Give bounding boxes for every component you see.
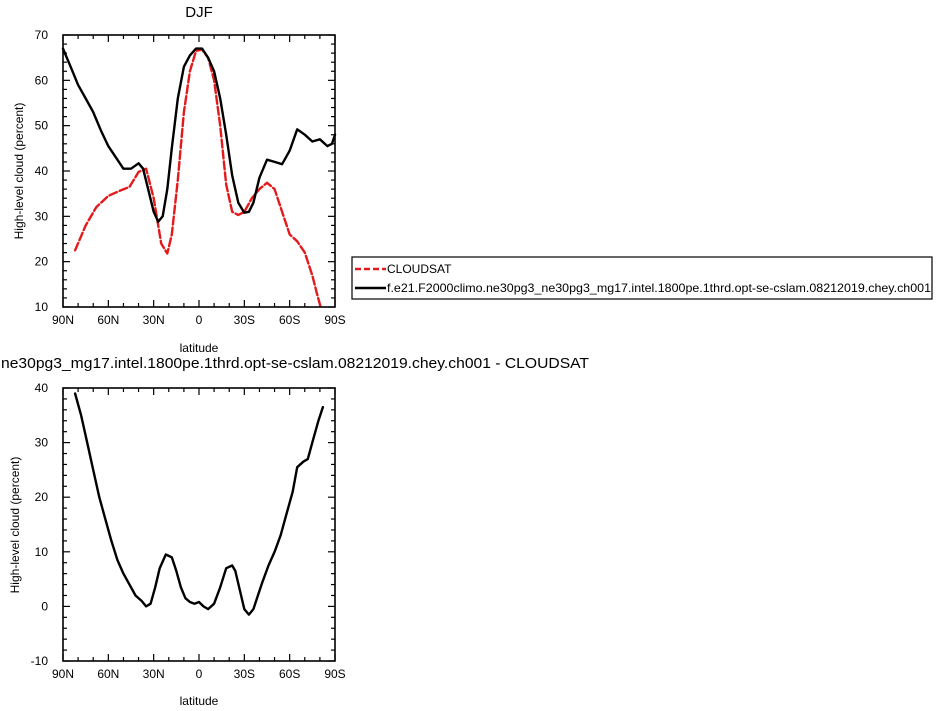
bottom-axis-ticks: 90N 60N 30N 0 30S 60S 90S -10 0 10 20 30 40 [31, 381, 346, 681]
top-plot-frame [62, 34, 336, 308]
top-series-lines [61, 47, 337, 309]
top-axis-ticks: 90N 60N 30N 0 30S 60S 90S 10 20 30 40 50 60 70 [35, 28, 346, 327]
top-panel: DJF High-level cloud (percent) latitude … [12, 4, 346, 355]
bottom-series-line-0 [73, 392, 325, 616]
top-x-tick-label: 90S [324, 313, 345, 327]
bottom-y-tick-label: 30 [35, 436, 49, 450]
legend-box [351, 256, 933, 300]
top-x-tick-label: 30N [143, 313, 165, 327]
bottom-y-tick-label: -10 [31, 654, 49, 668]
bottom-panel: ne30pg3_mg17.intel.1800pe.1thrd.opt-se-c… [1, 355, 589, 708]
bottom-x-tick-label: 30S [234, 667, 255, 681]
top-x-tick-label: 60S [279, 313, 300, 327]
top-series-line-0 [73, 48, 322, 309]
bottom-x-axis-label: latitude [180, 694, 219, 708]
top-y-tick-label: 40 [35, 164, 49, 178]
top-chart-title: DJF [185, 4, 213, 21]
top-y-tick-label: 10 [35, 300, 49, 314]
top-y-tick-label: 30 [35, 209, 49, 223]
top-y-tick-label: 20 [35, 255, 49, 269]
top-x-tick-label: 60N [97, 313, 119, 327]
legend-label-cloudsat: CLOUDSAT [387, 262, 452, 276]
bottom-y-tick-label: 40 [35, 381, 49, 395]
bottom-y-tick-label: 0 [41, 599, 48, 613]
top-x-tick-label: 30S [234, 313, 255, 327]
top-y-tick-label: 70 [35, 28, 49, 42]
legend-label-model: f.e21.F2000climo.ne30pg3_ne30pg3_mg17.in… [387, 281, 931, 295]
bottom-x-tick-label: 90S [324, 667, 345, 681]
top-series-line-1 [61, 47, 337, 223]
bottom-x-tick-label: 30N [143, 667, 165, 681]
bottom-y-axis-label: High-level cloud (percent) [8, 457, 22, 594]
top-x-tick-label: 0 [196, 313, 203, 327]
top-y-tick-label: 60 [35, 73, 49, 87]
bottom-plot-frame [62, 387, 336, 662]
bottom-chart-title: ne30pg3_mg17.intel.1800pe.1thrd.opt-se-c… [1, 355, 589, 372]
top-y-axis-label: High-level cloud (percent) [12, 103, 26, 240]
bottom-y-tick-label: 10 [35, 545, 49, 559]
bottom-x-tick-label: 60S [279, 667, 300, 681]
bottom-x-tick-label: 0 [196, 667, 203, 681]
top-y-tick-label: 50 [35, 119, 49, 133]
bottom-y-tick-label: 20 [35, 490, 49, 504]
top-x-axis-label: latitude [180, 341, 219, 355]
bottom-x-tick-label: 60N [97, 667, 119, 681]
top-x-tick-label: 90N [52, 313, 74, 327]
bottom-x-tick-label: 90N [52, 667, 74, 681]
legend: CLOUDSAT f.e21.F2000climo.ne30pg3_ne30pg… [351, 256, 933, 300]
bottom-series-lines [73, 392, 325, 616]
